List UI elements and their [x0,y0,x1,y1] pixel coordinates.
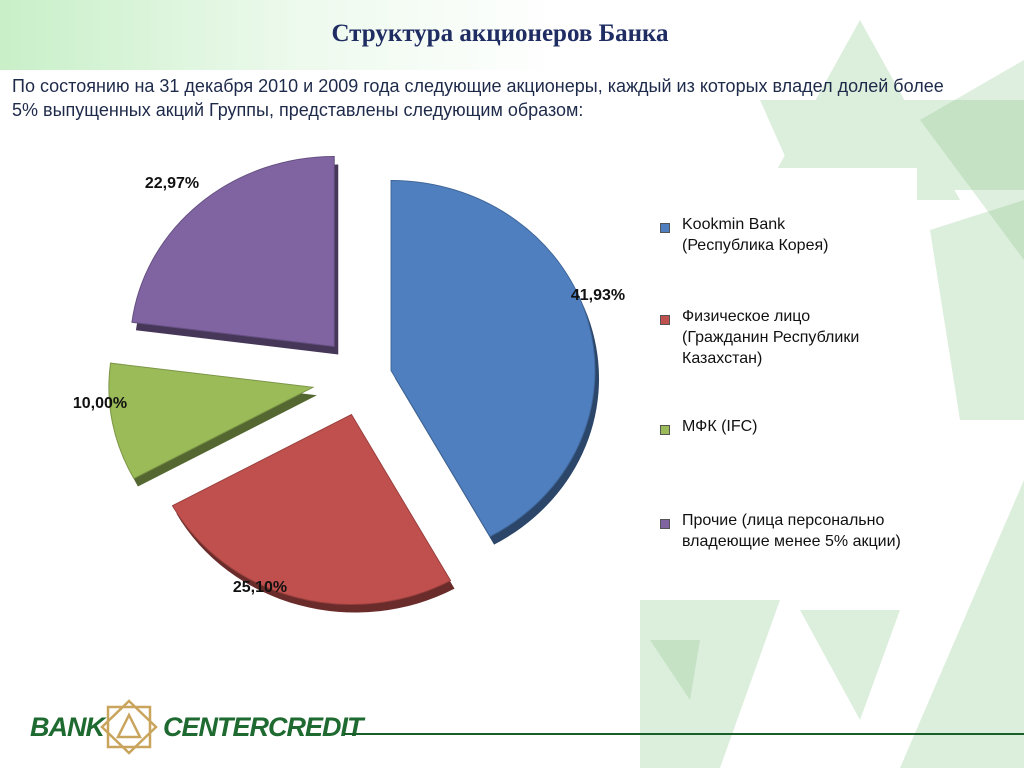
pie-slice-kookmin [390,179,600,545]
pie-slice-face-kookmin [390,179,596,538]
logo-text-centercredit: CENTERCREDIT [163,712,364,742]
logo-text-bank: BANK [30,712,105,742]
pie-slice-face-ifc [108,362,315,480]
pie-slice-ifc [108,362,317,487]
data-label-individual: 25,10% [233,579,287,596]
pie-slice-individual [171,413,455,613]
legend-label-others: Прочие (лица персонально владеющие менее… [682,512,901,550]
chart-legend: Kookmin Bank (Республика Корея) Физическ… [630,168,917,600]
legend-swatch-others [660,519,670,529]
data-label-kookmin: 41,93% [571,287,625,304]
legend-swatch-ifc [660,425,670,435]
pie-slice-face-others [131,155,335,348]
legend-swatch-kookmin [660,223,670,233]
pie-slice-face-individual [171,413,452,606]
page-title: Структура акционеров Банка [331,20,669,47]
legend-label-individual: Физическое лицо (Гражданин Республики Ка… [682,308,860,367]
title-band [0,0,1024,70]
data-label-ifc: 10,00% [73,395,127,412]
page-subtitle: По состоянию на 31 декабря 2010 и 2009 г… [12,76,944,120]
data-label-others: 22,97% [145,175,199,192]
footer-divider [344,733,1024,735]
legend-label-kookmin: Kookmin Bank (Республика Корея) [682,216,829,254]
legend-swatch-individual [660,315,670,325]
legend-label-ifc: МФК (IFC) [682,418,758,435]
pie-slice-others [131,155,339,355]
bank-logo-icon [100,699,158,755]
